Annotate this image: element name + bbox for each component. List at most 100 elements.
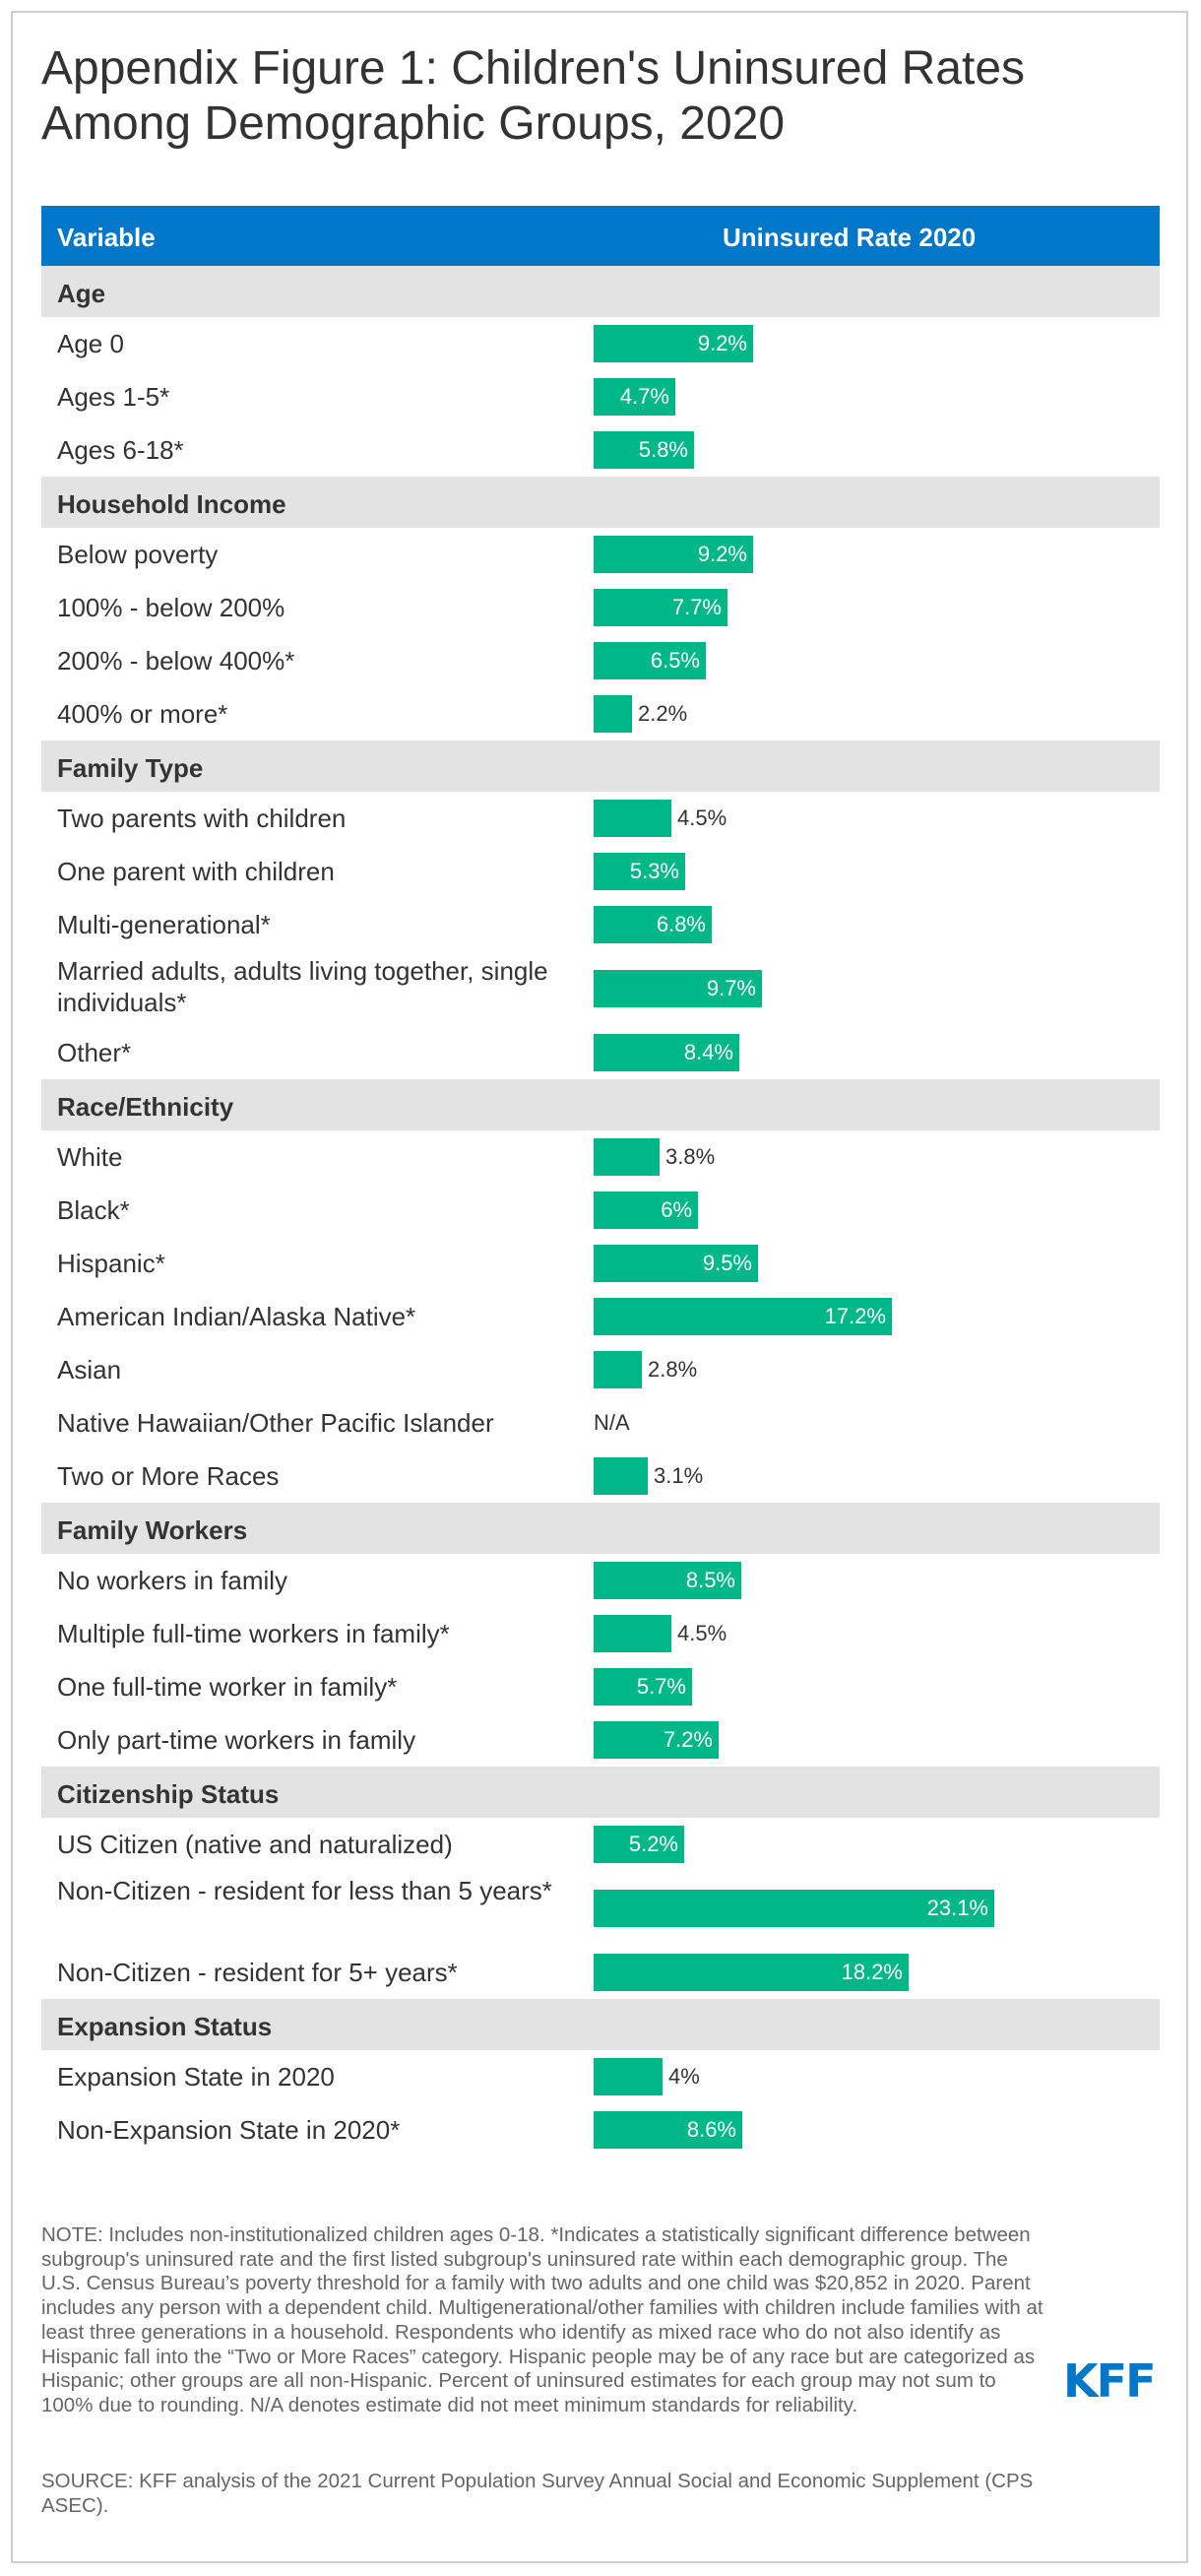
row-label: Native Hawaiian/Other Pacific Islander	[57, 1408, 494, 1438]
bar-value-label: 6%	[661, 1197, 692, 1222]
table-header: Variable Uninsured Rate 2020	[41, 206, 1160, 266]
bar	[594, 378, 675, 416]
bar-value-label: 4.5%	[677, 1621, 727, 1645]
bar	[594, 1034, 739, 1071]
header-variable: Variable	[57, 223, 156, 252]
bar-value-label: 4.7%	[619, 384, 669, 409]
bar	[594, 536, 753, 573]
bar-value-label: 17.2%	[824, 1304, 886, 1328]
row-label: Asian	[57, 1355, 122, 1385]
bar	[594, 1562, 741, 1599]
row-label: Black*	[57, 1195, 130, 1225]
bar	[594, 431, 694, 469]
row-label: Non-Expansion State in 2020*	[57, 2115, 401, 2145]
row-label: US Citizen (native and naturalized)	[57, 1830, 453, 1859]
bar-value-label: 23.1%	[926, 1896, 988, 1920]
bar-value-label: 9.2%	[697, 542, 747, 566]
bar-value-label: 8.6%	[686, 2117, 736, 2142]
bar	[594, 1191, 698, 1229]
bar-value-label: 3.1%	[654, 1463, 704, 1488]
bar	[594, 1457, 648, 1495]
row-label: 200% - below 400%*	[57, 646, 295, 676]
group-header: Family Workers	[41, 1503, 1160, 1554]
bar-value-label: 5.8%	[638, 437, 688, 462]
row-label: No workers in family	[57, 1566, 288, 1595]
bar-value-label: 9.7%	[706, 976, 756, 1000]
row-label: One parent with children	[57, 857, 335, 886]
row-label: Expansion State in 2020	[57, 2062, 335, 2092]
row-label: Other*	[57, 1038, 132, 1067]
group-header: Age	[41, 266, 1160, 317]
group-label: Family Workers	[57, 1515, 248, 1545]
group-header: Race/Ethnicity	[41, 1079, 1160, 1130]
row-label: Below poverty	[57, 540, 219, 569]
bar-value-label: 5.3%	[629, 859, 679, 883]
bar	[594, 1721, 719, 1759]
group-label: Household Income	[57, 489, 286, 519]
bar	[594, 1668, 692, 1706]
header-uninsured-rate: Uninsured Rate 2020	[723, 223, 977, 252]
bar-value-label: 9.5%	[702, 1251, 752, 1275]
source-text: SOURCE: KFF analysis of the 2021 Current…	[41, 2470, 1034, 2517]
bar	[594, 970, 762, 1007]
bar	[594, 1245, 758, 1282]
bar-value-label: 6.5%	[650, 648, 700, 673]
row-label: Multi-generational*	[57, 910, 271, 939]
bar	[594, 853, 685, 890]
row-label: Only part-time workers in family	[57, 1725, 416, 1755]
bar	[594, 906, 712, 943]
row-label: Multiple full-time workers in family*	[57, 1619, 450, 1648]
na-label: N/A	[594, 1410, 630, 1435]
group-header: Expansion Status	[41, 1999, 1160, 2050]
bar-value-label: 6.8%	[656, 912, 706, 936]
row-label: Ages 1-5*	[57, 382, 170, 412]
bar	[594, 2111, 742, 2149]
bar-value-label: 7.2%	[663, 1727, 713, 1752]
bar-value-label: 8.4%	[683, 1040, 733, 1064]
row-label: Non-Citizen - resident for less than 5 y…	[57, 1876, 552, 1905]
bar	[594, 1826, 684, 1863]
row-label: 100% - below 200%	[57, 593, 285, 622]
bar-value-label: 5.7%	[636, 1674, 686, 1699]
bar-value-label: 8.5%	[685, 1568, 735, 1592]
bar-value-label: 3.8%	[665, 1144, 716, 1169]
row-label: Two parents with children	[57, 804, 347, 833]
bar	[594, 695, 632, 733]
row-label: 400% or more*	[57, 699, 228, 729]
bar	[594, 642, 706, 679]
row-label: Ages 6-18*	[57, 435, 184, 465]
row-label: Two or More Races	[57, 1461, 280, 1491]
bar-value-label: 9.2%	[697, 331, 747, 355]
row-label: One full-time worker in family*	[57, 1672, 398, 1702]
bar-value-label: 5.2%	[628, 1832, 678, 1856]
bar-value-label: 7.7%	[671, 595, 722, 619]
bar-value-label: 2.2%	[638, 701, 688, 726]
bar	[594, 800, 671, 837]
bar	[594, 589, 727, 626]
row-label: Married adults, adults living together, …	[57, 956, 548, 1017]
row-label: Hispanic*	[57, 1249, 165, 1278]
bar	[594, 1138, 660, 1176]
bar	[594, 1298, 892, 1335]
group-header: Family Type	[41, 741, 1160, 792]
row-label: Non-Citizen - resident for 5+ years*	[57, 1958, 458, 1987]
note-text: NOTE: Includes non-institutionalized chi…	[41, 2223, 1043, 2416]
bar-value-label: 4.5%	[677, 805, 727, 830]
group-label: Race/Ethnicity	[57, 1092, 234, 1122]
chart-title: Appendix Figure 1: Children's Uninsured …	[41, 42, 1026, 150]
row-label: White	[57, 1142, 123, 1172]
group-label: Citizenship Status	[57, 1779, 280, 1809]
group-header: Citizenship Status	[41, 1767, 1160, 1818]
bar-value-label: 18.2%	[841, 1960, 903, 1984]
bar	[594, 1890, 994, 1927]
figure-frame	[11, 11, 1188, 2563]
group-label: Family Type	[57, 753, 204, 783]
bar	[594, 1954, 909, 1991]
bar	[594, 2058, 663, 2095]
bar-value-label: 4%	[668, 2064, 700, 2089]
bar	[594, 1351, 642, 1388]
group-header: Household Income	[41, 477, 1160, 528]
kff-logo: KFF	[1063, 2354, 1156, 2408]
group-label: Age	[57, 279, 106, 308]
row-label: American Indian/Alaska Native*	[57, 1302, 416, 1331]
